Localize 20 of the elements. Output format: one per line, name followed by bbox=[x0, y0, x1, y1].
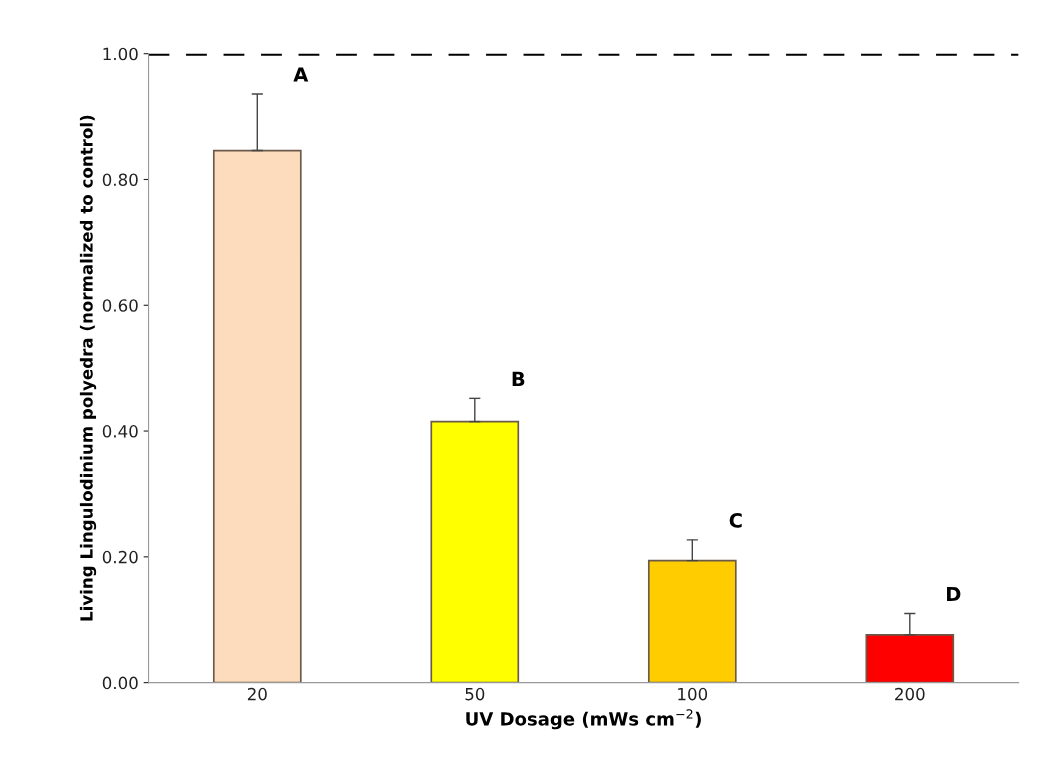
annotation: A bbox=[293, 67, 309, 82]
bar bbox=[647, 559, 737, 683]
bar bbox=[212, 149, 302, 683]
y-tick-label: 0.80 bbox=[102, 173, 138, 187]
y-axis-title: Living Lingulodinium polyedra (normalized to control) bbox=[79, 115, 97, 621]
x-tick-label: 20 bbox=[247, 687, 267, 701]
y-tick-label: 0.40 bbox=[102, 425, 138, 438]
annotation: D bbox=[947, 586, 961, 602]
annotation: C bbox=[729, 513, 742, 528]
x-tick-label: 200 bbox=[895, 687, 925, 701]
x-tick-label: 50 bbox=[465, 687, 485, 701]
bar bbox=[430, 420, 520, 683]
x-axis-title: UV Dosage (mWs cm$^{−2}$) bbox=[466, 709, 701, 730]
y-tick-label: 0.00 bbox=[102, 676, 138, 690]
x-tick-label: 100 bbox=[678, 687, 708, 701]
bar bbox=[865, 633, 955, 683]
y-tick-label: 0.20 bbox=[102, 550, 138, 564]
y-tick-label: 1.00 bbox=[103, 47, 138, 61]
y-tick-label: 0.60 bbox=[102, 299, 138, 312]
annotation: B bbox=[512, 371, 525, 386]
